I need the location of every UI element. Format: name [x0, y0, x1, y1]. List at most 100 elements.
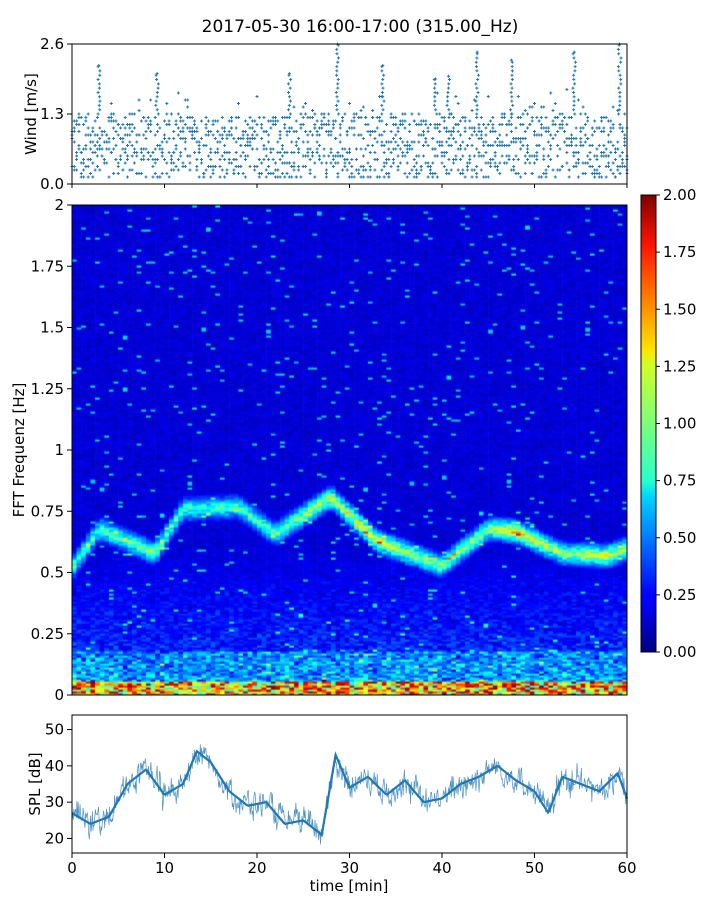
wind-point: [213, 165, 217, 168]
wind-point: [447, 82, 451, 86]
wind-point: [574, 144, 578, 147]
wind-point: [510, 86, 514, 90]
wind-point: [130, 154, 134, 158]
wind-point: [463, 130, 467, 133]
wind-point: [381, 95, 385, 99]
wind-point: [463, 147, 467, 151]
wind-point: [586, 154, 590, 158]
wind-point: [563, 116, 567, 119]
wind-point: [248, 140, 252, 144]
wind-point: [618, 95, 622, 99]
wind-point: [468, 154, 472, 158]
wind-point: [216, 147, 220, 151]
wind-point: [327, 123, 331, 126]
wind-point: [225, 137, 229, 140]
spl-ytick-label: 30: [45, 793, 64, 811]
wind-point: [440, 161, 444, 165]
wind-point: [491, 126, 495, 130]
wind-point: [304, 112, 308, 116]
wind-point: [95, 165, 99, 168]
wind-point: [459, 119, 462, 123]
wind-point: [274, 123, 277, 126]
wind-point: [169, 154, 173, 158]
wind-point: [398, 137, 402, 140]
wind-point: [278, 151, 282, 154]
wind-point: [95, 116, 99, 119]
wind-point: [435, 175, 439, 179]
wind-point: [98, 137, 102, 140]
wind-point: [165, 140, 169, 144]
wind-point: [135, 154, 139, 158]
wind-point: [132, 161, 136, 165]
wind-point: [433, 86, 437, 90]
wind-panel: 0.0 1.3 2.6 Wind [m/s]: [22, 35, 629, 193]
wind-point: [597, 144, 601, 147]
wind-ytick-label: 1.3: [40, 105, 64, 123]
wind-point: [250, 133, 254, 137]
wind-point: [468, 158, 472, 161]
wind-point: [394, 133, 398, 137]
wind-point: [496, 168, 499, 172]
wind-point: [511, 103, 515, 107]
wind-point: [507, 158, 511, 161]
wind-point: [519, 147, 523, 151]
wind-point: [611, 161, 615, 165]
wind-point: [174, 165, 178, 168]
wind-point: [350, 158, 354, 161]
wind-point: [523, 109, 527, 112]
figure-title: 2017-05-30 16:00-17:00 (315.00_Hz): [202, 17, 519, 37]
wind-point: [412, 158, 416, 161]
wind-point: [572, 108, 576, 112]
wind-point: [299, 175, 303, 179]
wind-point: [160, 172, 164, 175]
wind-point: [155, 72, 159, 76]
wind-point: [496, 137, 499, 140]
wind-point: [479, 130, 483, 133]
wind-point: [343, 112, 347, 116]
wind-point: [158, 144, 162, 147]
wind-point: [396, 165, 400, 168]
wind-point: [112, 137, 116, 140]
wind-point: [239, 144, 243, 147]
wind-point: [579, 130, 583, 133]
wind-point: [459, 144, 462, 147]
wind-point: [216, 119, 220, 123]
wind-point: [243, 130, 247, 133]
wind-point: [452, 126, 456, 130]
wind-point: [308, 130, 312, 133]
wind-point: [572, 90, 576, 94]
wind-point: [350, 165, 354, 168]
wind-point: [197, 151, 201, 154]
wind-point: [549, 158, 553, 161]
wind-point: [345, 168, 349, 172]
wind-point: [154, 99, 158, 103]
wind-point: [151, 175, 155, 179]
wind-point: [452, 116, 456, 119]
wind-point: [84, 116, 88, 119]
wind-point: [324, 168, 328, 172]
wind-point: [465, 144, 469, 147]
wind-point: [526, 158, 530, 161]
spectrogram-ytick-label: 1.25: [31, 380, 64, 398]
wind-point: [153, 147, 157, 151]
wind-point: [172, 137, 176, 140]
wind-point: [322, 116, 326, 119]
wind-point: [512, 158, 516, 161]
spectrogram-ytick-label: 0.75: [31, 502, 64, 520]
wind-point: [389, 130, 393, 133]
wind-point: [452, 161, 456, 165]
wind-point: [380, 119, 384, 123]
wind-point: [260, 137, 264, 140]
wind-point: [206, 133, 210, 137]
wind-point: [507, 154, 511, 158]
wind-point: [509, 58, 513, 62]
wind-point: [276, 140, 280, 144]
wind-point: [581, 126, 585, 130]
wind-point: [341, 119, 345, 123]
wind-point: [571, 86, 575, 90]
wind-point: [288, 112, 292, 116]
wind-point: [75, 158, 79, 161]
wind-point: [454, 140, 458, 144]
wind-point: [354, 112, 358, 116]
wind-point: [248, 144, 252, 147]
